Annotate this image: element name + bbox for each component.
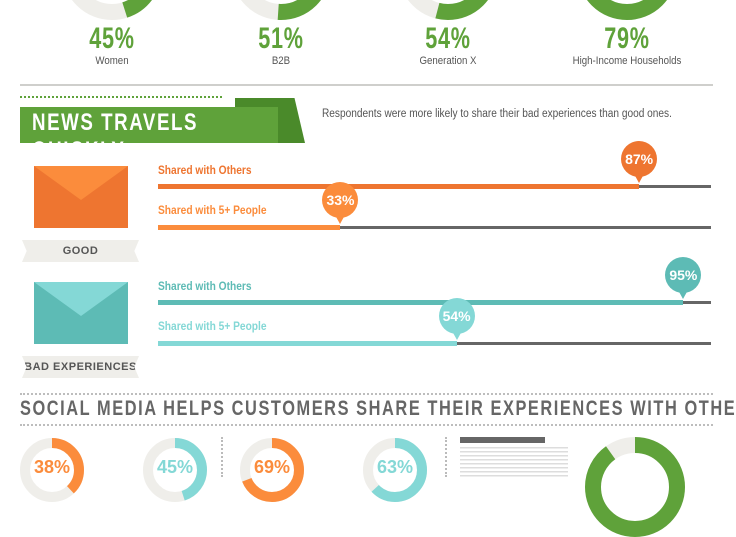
placeholder-text-lines — [460, 447, 568, 477]
donut-fill-arc — [143, 438, 207, 502]
pin-value: 54% — [438, 298, 475, 334]
donut-women — [62, 0, 162, 20]
stat-label: B2B — [271, 55, 291, 67]
donut-fill-arc — [20, 438, 84, 502]
donut-fill-arc — [577, 0, 677, 20]
stat-value: 79% — [604, 22, 650, 55]
bar-track — [158, 300, 711, 305]
bar-track — [158, 225, 711, 230]
dotted-divider — [20, 393, 713, 395]
envelope-icon — [34, 282, 128, 344]
bar-label: Shared with Others — [158, 163, 252, 177]
bar-fill — [158, 184, 640, 189]
social-donut-value: 63% — [376, 457, 414, 477]
donut-fill-arc — [398, 0, 498, 20]
stat-value: 54% — [425, 22, 471, 55]
bar-label: Shared with 5+ People — [158, 319, 267, 333]
experience-label: GOOD EXPERIENCES — [38, 245, 123, 279]
pin-value: 33% — [322, 182, 359, 218]
bar-label: Shared with 5+ People — [158, 203, 267, 217]
bar-fill — [158, 225, 341, 230]
stat-value: 45% — [89, 22, 135, 55]
value-pin: 87% — [621, 141, 658, 185]
placeholder-heading-bar — [460, 437, 545, 443]
social-donut-value: 45% — [156, 457, 194, 477]
dotted-divider — [20, 96, 222, 98]
pin-value: 87% — [621, 141, 658, 177]
bar-fill — [158, 300, 684, 305]
donut-high-income — [577, 0, 677, 20]
social-donut-value: 69% — [253, 457, 291, 477]
news-banner: NEWS TRAVELS QUICKLY — [20, 107, 278, 164]
stat-label: Generation X — [419, 55, 477, 67]
donut-track — [72, 0, 152, 20]
bar-fill — [158, 341, 457, 346]
news-title: NEWS TRAVELS QUICKLY — [32, 109, 199, 164]
social-title: SOCIAL MEDIA HELPS CUSTOMERS SHARE THEIR… — [20, 397, 736, 420]
bar-track — [158, 341, 711, 346]
experience-tag: GOOD EXPERIENCES — [22, 240, 139, 262]
stat-label: Women — [95, 55, 129, 67]
pin-value: 95% — [665, 257, 702, 293]
experience-label: BAD EXPERIENCES — [24, 361, 137, 373]
value-pin: 33% — [322, 182, 359, 226]
donut-fill-arc — [585, 437, 685, 537]
stat-label: High-Income Households — [572, 55, 682, 67]
donut-generation-x — [398, 0, 498, 20]
experience-tag: BAD EXPERIENCES — [22, 356, 139, 378]
bar-label: Shared with Others — [158, 279, 252, 293]
stat-value: 51% — [258, 22, 304, 55]
social-donut-value: 38% — [33, 457, 71, 477]
donut-b2b — [231, 0, 331, 20]
donut-fill-arc — [231, 0, 331, 20]
big-donut — [585, 437, 685, 537]
envelope-icon — [34, 166, 128, 228]
value-pin: 95% — [665, 257, 702, 301]
dotted-separator — [221, 437, 223, 477]
bar-track — [158, 184, 711, 189]
divider — [20, 84, 713, 86]
news-subtitle: Respondents were more likely to share th… — [322, 108, 672, 120]
dotted-divider — [20, 424, 713, 426]
value-pin: 54% — [438, 298, 475, 342]
dotted-separator — [445, 437, 447, 477]
